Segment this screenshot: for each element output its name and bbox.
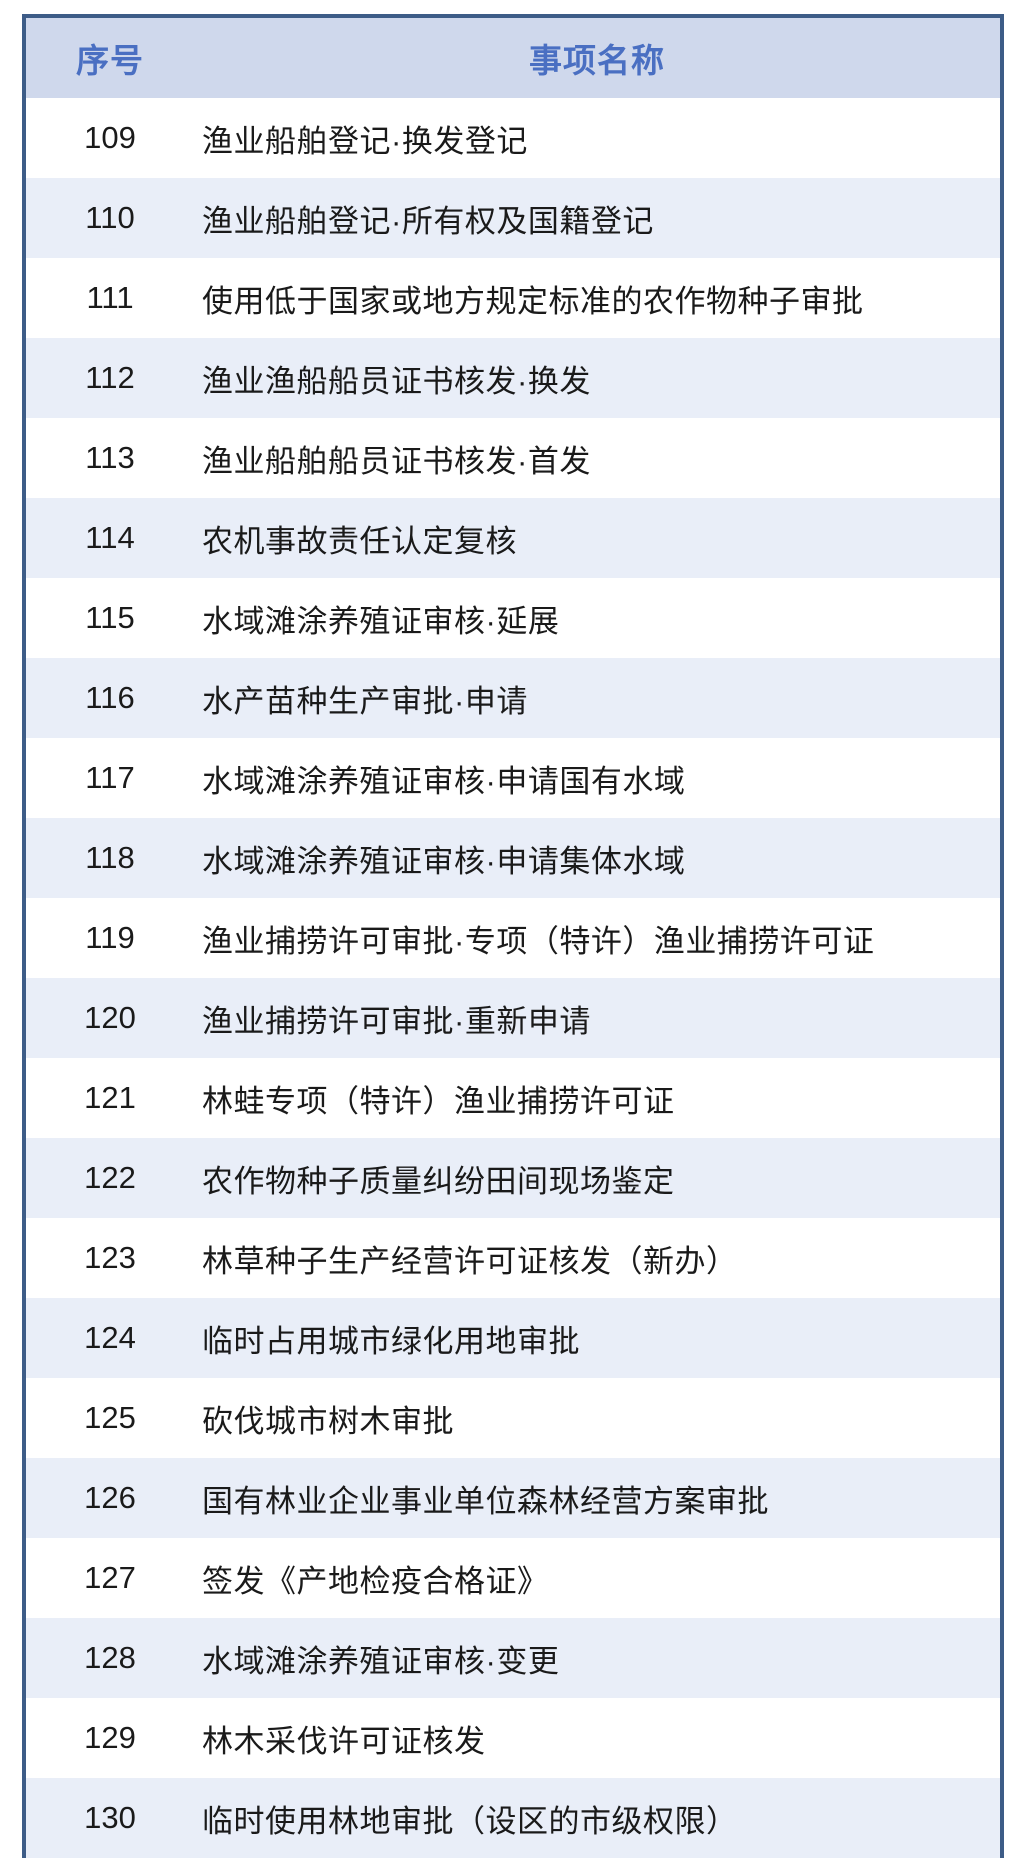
table-row: 109 渔业船舶登记·换发登记 bbox=[26, 98, 1000, 178]
row-name: 签发《产地检疫合格证》 bbox=[202, 1563, 549, 1599]
row-name: 农作物种子质量纠纷田间现场鉴定 bbox=[202, 1163, 675, 1199]
row-name: 临时使用林地审批（设区的市级权限） bbox=[202, 1803, 738, 1839]
table-row: 114 农机事故责任认定复核 bbox=[26, 498, 1000, 578]
header-name-column: 事项名称 bbox=[529, 42, 665, 79]
table-row: 113 渔业船舶船员证书核发·首发 bbox=[26, 418, 1000, 498]
row-name: 水域滩涂养殖证审核·申请集体水域 bbox=[202, 843, 686, 879]
row-name: 水产苗种生产审批·申请 bbox=[202, 683, 528, 719]
row-name: 渔业船舶登记·所有权及国籍登记 bbox=[202, 203, 654, 239]
row-number: 113 bbox=[85, 440, 135, 475]
row-number: 121 bbox=[84, 1080, 136, 1115]
row-number: 120 bbox=[84, 1000, 136, 1035]
row-name: 水域滩涂养殖证审核·延展 bbox=[202, 603, 560, 639]
row-number: 115 bbox=[85, 600, 135, 635]
row-number: 116 bbox=[85, 680, 135, 715]
row-number: 110 bbox=[85, 200, 135, 235]
row-number: 127 bbox=[84, 1560, 136, 1595]
row-number: 122 bbox=[84, 1160, 136, 1195]
table-row: 127 签发《产地检疫合格证》 bbox=[26, 1538, 1000, 1618]
row-number: 114 bbox=[85, 520, 135, 555]
row-name: 砍伐城市树木审批 bbox=[202, 1403, 454, 1439]
table-row: 119 渔业捕捞许可审批·专项（特许）渔业捕捞许可证 bbox=[26, 898, 1000, 978]
table-row: 117 水域滩涂养殖证审核·申请国有水域 bbox=[26, 738, 1000, 818]
table-row: 122 农作物种子质量纠纷田间现场鉴定 bbox=[26, 1138, 1000, 1218]
row-number: 123 bbox=[84, 1240, 136, 1275]
table-row: 126 国有林业企业事业单位森林经营方案审批 bbox=[26, 1458, 1000, 1538]
table-row: 129 林木采伐许可证核发 bbox=[26, 1698, 1000, 1778]
row-number: 124 bbox=[84, 1320, 136, 1355]
header-number-column: 序号 bbox=[76, 42, 144, 79]
row-name: 渔业渔船船员证书核发·换发 bbox=[202, 363, 591, 399]
table-row: 123 林草种子生产经营许可证核发（新办） bbox=[26, 1218, 1000, 1298]
row-number: 118 bbox=[85, 840, 135, 875]
table-row: 118 水域滩涂养殖证审核·申请集体水域 bbox=[26, 818, 1000, 898]
row-number: 125 bbox=[84, 1400, 136, 1435]
row-name: 林木采伐许可证核发 bbox=[202, 1723, 486, 1759]
table-header-row: 序号 事项名称 bbox=[26, 18, 1000, 98]
approval-items-table: 序号 事项名称 109 渔业船舶登记·换发登记 110 渔业船舶登记·所有权及国… bbox=[22, 14, 1004, 1858]
row-name: 使用低于国家或地方规定标准的农作物种子审批 bbox=[202, 283, 864, 319]
row-name: 渔业船舶船员证书核发·首发 bbox=[202, 443, 591, 479]
table-body: 109 渔业船舶登记·换发登记 110 渔业船舶登记·所有权及国籍登记 111 … bbox=[26, 98, 1000, 1858]
table-row: 120 渔业捕捞许可审批·重新申请 bbox=[26, 978, 1000, 1058]
table-row: 124 临时占用城市绿化用地审批 bbox=[26, 1298, 1000, 1378]
row-name: 林蛙专项（特许）渔业捕捞许可证 bbox=[202, 1083, 675, 1119]
row-name: 农机事故责任认定复核 bbox=[202, 523, 517, 559]
table-row: 116 水产苗种生产审批·申请 bbox=[26, 658, 1000, 738]
table-row: 110 渔业船舶登记·所有权及国籍登记 bbox=[26, 178, 1000, 258]
row-number: 112 bbox=[85, 360, 135, 395]
table-row: 111 使用低于国家或地方规定标准的农作物种子审批 bbox=[26, 258, 1000, 338]
table-row: 115 水域滩涂养殖证审核·延展 bbox=[26, 578, 1000, 658]
row-number: 109 bbox=[84, 120, 136, 155]
row-name: 渔业捕捞许可审批·重新申请 bbox=[202, 1003, 591, 1039]
row-name: 渔业船舶登记·换发登记 bbox=[202, 123, 528, 159]
row-number: 129 bbox=[84, 1720, 136, 1755]
row-name: 水域滩涂养殖证审核·变更 bbox=[202, 1643, 560, 1679]
table-row: 121 林蛙专项（特许）渔业捕捞许可证 bbox=[26, 1058, 1000, 1138]
row-number: 117 bbox=[85, 760, 135, 795]
row-number: 126 bbox=[84, 1480, 136, 1515]
row-name: 临时占用城市绿化用地审批 bbox=[202, 1323, 580, 1359]
table-row: 112 渔业渔船船员证书核发·换发 bbox=[26, 338, 1000, 418]
row-number: 130 bbox=[84, 1800, 136, 1835]
row-name: 渔业捕捞许可审批·专项（特许）渔业捕捞许可证 bbox=[202, 923, 875, 959]
row-name: 国有林业企业事业单位森林经营方案审批 bbox=[202, 1483, 769, 1519]
row-number: 119 bbox=[85, 920, 135, 955]
table-row: 130 临时使用林地审批（设区的市级权限） bbox=[26, 1778, 1000, 1858]
table-row: 125 砍伐城市树木审批 bbox=[26, 1378, 1000, 1458]
table-row: 128 水域滩涂养殖证审核·变更 bbox=[26, 1618, 1000, 1698]
row-name: 水域滩涂养殖证审核·申请国有水域 bbox=[202, 763, 686, 799]
row-number: 111 bbox=[86, 280, 134, 315]
row-name: 林草种子生产经营许可证核发（新办） bbox=[202, 1243, 738, 1279]
row-number: 128 bbox=[84, 1640, 136, 1675]
